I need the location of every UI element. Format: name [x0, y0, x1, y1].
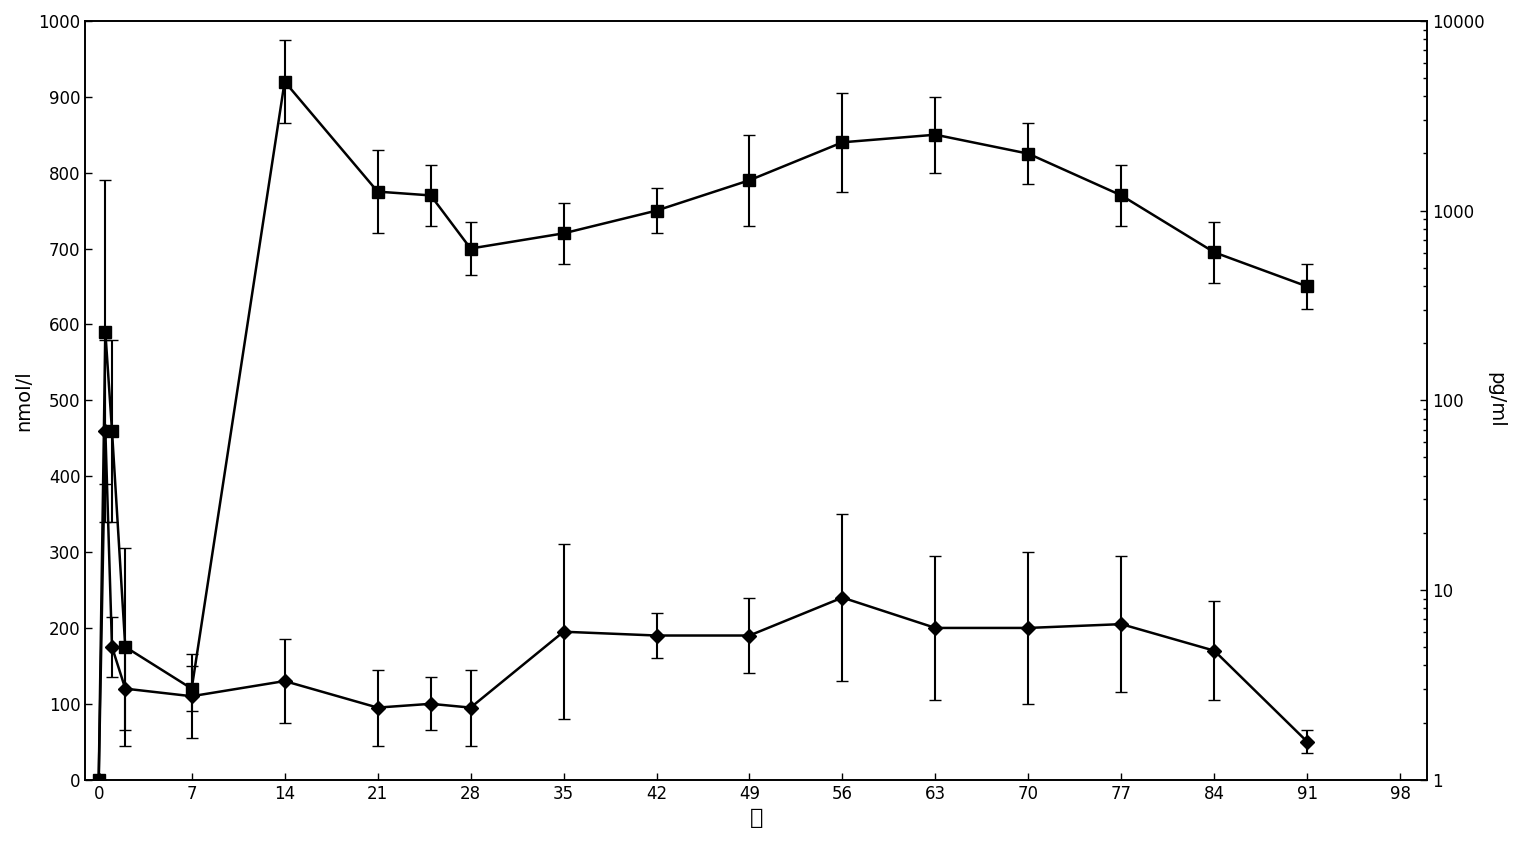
Y-axis label: pg/ml: pg/ml: [1486, 372, 1505, 429]
Y-axis label: nmol/l: nmol/l: [14, 370, 33, 430]
X-axis label: 天: 天: [749, 808, 763, 829]
